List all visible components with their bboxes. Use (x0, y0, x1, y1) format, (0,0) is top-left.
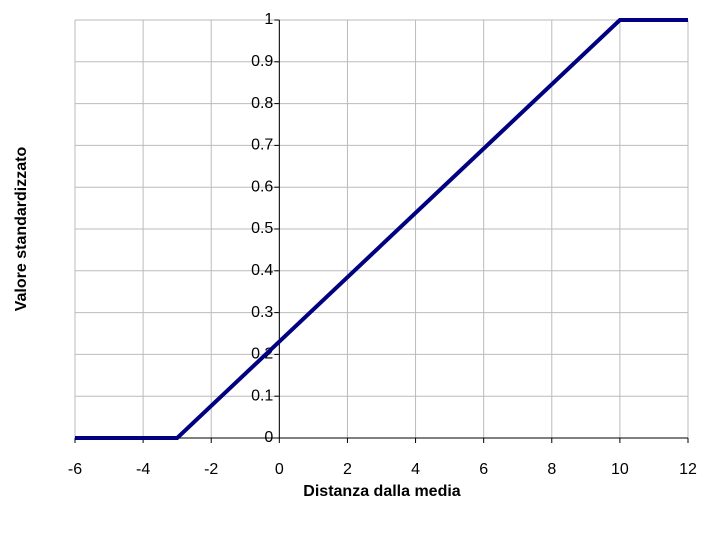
x-tick-label: -4 (136, 461, 150, 478)
x-tick-label: 4 (411, 461, 420, 478)
y-tick-label: 0.6 (251, 178, 273, 195)
y-tick-label: 0.4 (251, 262, 273, 279)
data-line (75, 18, 688, 440)
y-tick-label: 0.9 (251, 53, 273, 70)
x-tick-label: 0 (275, 461, 284, 478)
y-tick-label: 1 (264, 11, 273, 28)
x-tick-label: 2 (343, 461, 352, 478)
y-tick-label: 0.1 (251, 387, 273, 404)
y-tick-label: 0.7 (251, 137, 273, 154)
x-tick-label: 8 (547, 461, 556, 478)
x-tick-label: -6 (68, 461, 82, 478)
y-tick-label: 0.5 (251, 220, 273, 237)
x-tick-label: 6 (479, 461, 488, 478)
x-tick-label: 12 (679, 461, 697, 478)
y-tick-label: 0.3 (251, 304, 273, 321)
x-tick-label: 10 (611, 461, 629, 478)
y-tick-label: 0.8 (251, 95, 273, 112)
x-tick-label: -2 (204, 461, 218, 478)
y-axis-title: Valore standardizzato (13, 147, 30, 312)
x-axis-title: Distanza dalla media (303, 483, 460, 500)
